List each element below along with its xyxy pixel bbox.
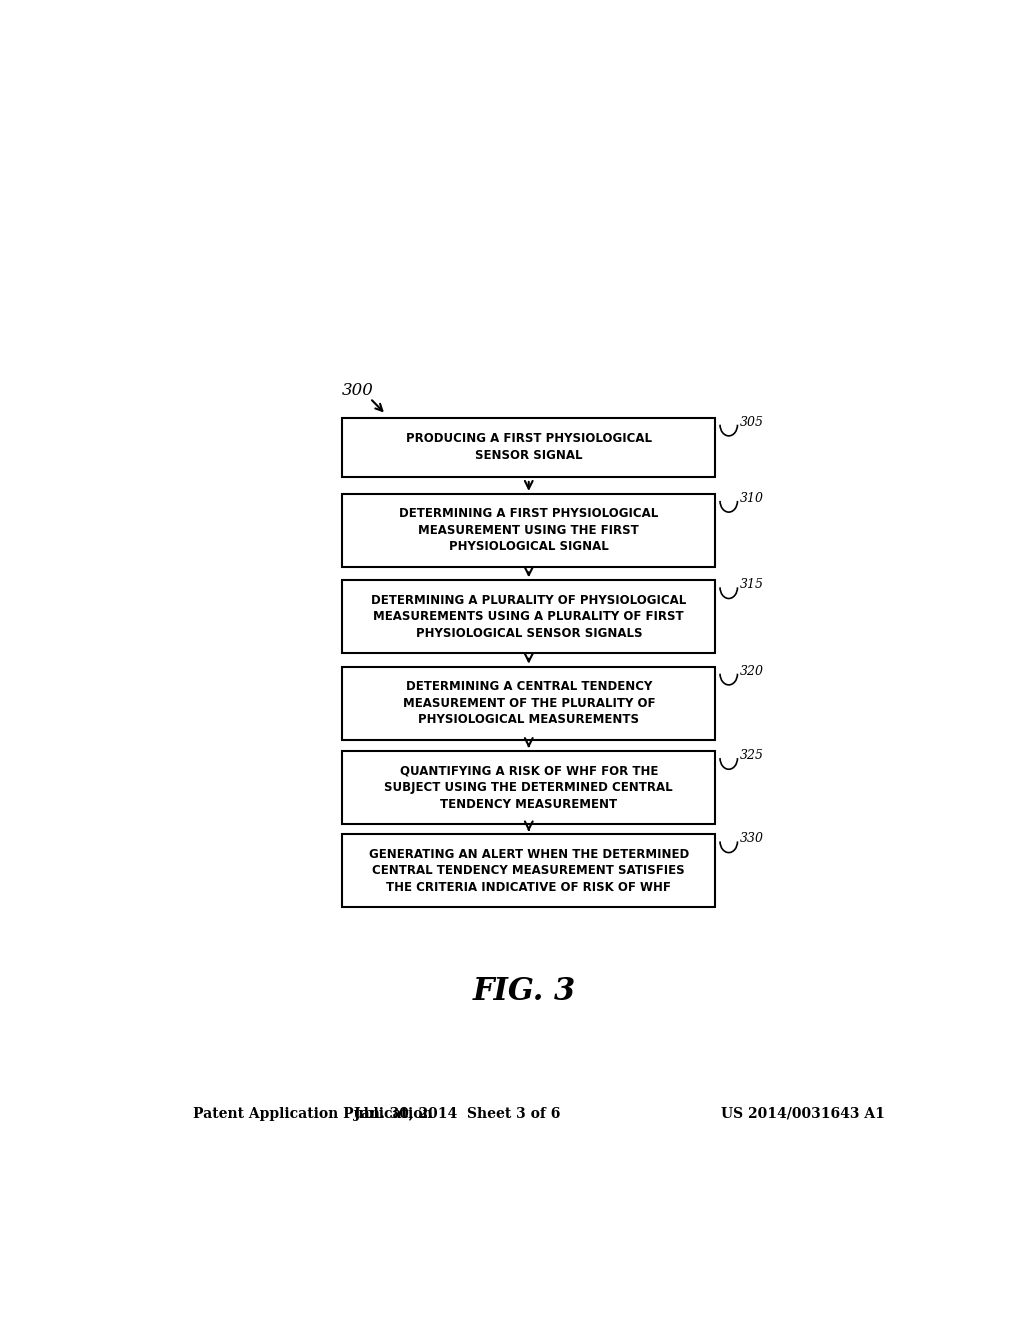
Text: 315: 315 bbox=[740, 578, 764, 591]
Text: Patent Application Publication: Patent Application Publication bbox=[194, 1106, 433, 1121]
Bar bbox=[342, 834, 715, 907]
Text: 300: 300 bbox=[342, 381, 374, 399]
Bar bbox=[342, 667, 715, 739]
Bar bbox=[342, 494, 715, 568]
Bar bbox=[342, 417, 715, 477]
Text: DETERMINING A CENTRAL TENDENCY
MEASUREMENT OF THE PLURALITY OF
PHYSIOLOGICAL MEA: DETERMINING A CENTRAL TENDENCY MEASUREME… bbox=[402, 680, 655, 726]
Text: PRODUCING A FIRST PHYSIOLOGICAL
SENSOR SIGNAL: PRODUCING A FIRST PHYSIOLOGICAL SENSOR S… bbox=[406, 433, 651, 462]
Text: QUANTIFYING A RISK OF WHF FOR THE
SUBJECT USING THE DETERMINED CENTRAL
TENDENCY : QUANTIFYING A RISK OF WHF FOR THE SUBJEC… bbox=[384, 764, 673, 810]
Text: Jan. 30, 2014  Sheet 3 of 6: Jan. 30, 2014 Sheet 3 of 6 bbox=[354, 1106, 560, 1121]
Text: GENERATING AN ALERT WHEN THE DETERMINED
CENTRAL TENDENCY MEASUREMENT SATISFIES
T: GENERATING AN ALERT WHEN THE DETERMINED … bbox=[369, 847, 689, 894]
Text: DETERMINING A FIRST PHYSIOLOGICAL
MEASUREMENT USING THE FIRST
PHYSIOLOGICAL SIGN: DETERMINING A FIRST PHYSIOLOGICAL MEASUR… bbox=[399, 507, 658, 553]
Text: 320: 320 bbox=[740, 664, 764, 677]
Text: FIG. 3: FIG. 3 bbox=[473, 977, 577, 1007]
Text: US 2014/0031643 A1: US 2014/0031643 A1 bbox=[721, 1106, 885, 1121]
Text: 305: 305 bbox=[740, 416, 764, 429]
Text: 310: 310 bbox=[740, 492, 764, 504]
Text: 330: 330 bbox=[740, 833, 764, 845]
Text: 325: 325 bbox=[740, 748, 764, 762]
Bar bbox=[342, 581, 715, 653]
Bar bbox=[342, 751, 715, 824]
Text: DETERMINING A PLURALITY OF PHYSIOLOGICAL
MEASUREMENTS USING A PLURALITY OF FIRST: DETERMINING A PLURALITY OF PHYSIOLOGICAL… bbox=[371, 594, 686, 640]
